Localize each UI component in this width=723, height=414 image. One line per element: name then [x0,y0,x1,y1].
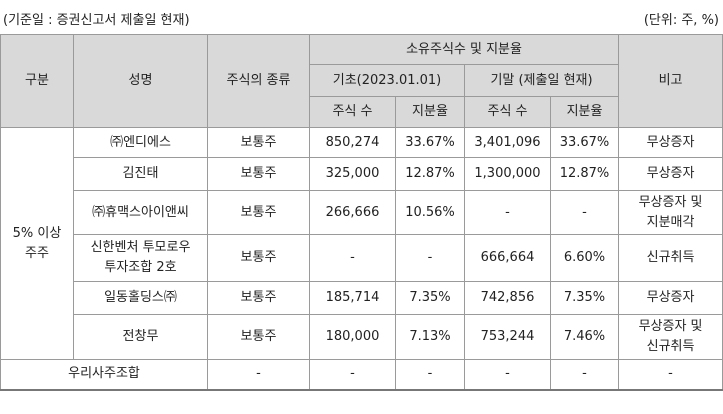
table-row: 우리사주조합 - - - - - - [0,359,723,391]
note-cell: - [618,359,723,391]
header-note: 비고 [618,34,723,128]
unit-label: (단위: 주, %) [643,13,719,28]
end-ratio-cell: - [549,359,620,391]
name-cell: ㈜엔디에스 [73,127,208,158]
end-ratio-cell: 6.60% [549,234,620,282]
stock-type-cell: - [207,359,310,391]
table-row: 전창무 보통주 180,000 7.13% 753,244 7.46% 무상증자 및 신규취득 [1,314,723,360]
stock-type-cell: 보통주 [207,234,310,282]
end-shares-cell: 3,401,096 [464,127,551,158]
begin-shares-cell: 325,000 [309,157,396,191]
begin-shares-cell: 180,000 [309,314,396,360]
begin-ratio-cell: 7.35% [395,281,465,315]
end-ratio-cell: 7.46% [549,314,620,360]
begin-shares-cell: - [309,359,396,391]
end-ratio-cell: 7.35% [549,281,620,315]
name-cell-line: 전창무 [122,329,159,344]
stock-type-cell: 보통주 [207,281,310,315]
note-cell: 무상증자 [618,127,723,158]
note-cell: 무상증자 [618,157,723,191]
name-cell-line: ㈜휴맥스아이앤씨 [92,204,189,220]
begin-shares-cell: 266,666 [309,190,396,235]
header-end-ratio: 지분율 [549,96,620,128]
name-cell: 김진태 [73,157,208,191]
table-row: 김진태 보통주 325,000 12.87% 1,300,000 12.87% 무상증자 [1,157,723,191]
name-cell-line: ㈜엔디에스 [110,134,171,150]
reference-date-label: (기준일 : 증권신고서 제출일 현재) [3,13,190,28]
stock-type-cell: 보통주 [207,314,310,360]
note-cell-line: 지분매각 [646,214,695,230]
begin-shares-cell: 185,714 [309,281,396,315]
name-cell: 일동홀딩스㈜ [73,281,208,315]
name-cell: 우리사주조합 [0,359,208,391]
end-shares-cell: - [464,359,551,391]
end-ratio-cell: - [549,190,620,235]
end-ratio-cell: 33.67% [549,127,620,158]
header-end-period: 기말 (제출일 현재) [463,64,620,97]
header-begin-period: 기초(2023.01.01) [309,64,465,97]
header-stock-type: 주식의 종류 [207,34,310,128]
name-cell-line: 김진태 [122,166,159,181]
header-category: 구분 [0,34,74,128]
stock-type-cell: 보통주 [207,127,310,158]
begin-ratio-cell: 33.67% [395,127,465,158]
note-cell-line: 무상증자 [646,166,695,181]
note-cell-line: 무상증자 및 [638,194,703,210]
end-shares-cell: 753,244 [464,314,551,360]
table-caption: (기준일 : 증권신고서 제출일 현재) (단위: 주, %) [0,0,723,34]
shareholder-table: 구분 성명 주식의 종류 소유주식수 및 지분율 비고 기초(2023.01.0… [0,34,723,391]
category-cell-line: 5% 이상 [12,225,62,241]
note-cell: 무상증자 [618,281,723,315]
name-cell: ㈜휴맥스아이앤씨 [73,190,208,235]
table-body: 5% 이상 주주 ㈜엔디에스 보통주 850,274 33.67% 3,401,096 33.… [0,127,723,391]
note-cell-line: 신규취득 [646,339,695,354]
begin-ratio-cell: 10.56% [395,190,465,235]
begin-shares-cell: - [309,234,396,282]
name-cell-line: 신한벤처 투모로우 [90,240,191,255]
header-name: 성명 [73,34,208,128]
stock-type-cell: 보통주 [207,157,310,191]
name-cell: 전창무 [73,314,208,360]
note-cell-line: 무상증자 [646,134,695,150]
end-shares-cell: 742,856 [464,281,551,315]
begin-shares-cell: 850,274 [309,127,396,158]
name-cell-line: 투자조합 2호 [104,260,177,275]
note-cell-line: 무상증자 [646,290,695,305]
header-shares-group: 소유주식수 및 지분율 [308,34,620,65]
end-shares-cell: - [464,190,551,235]
note-cell-line: 무상증자 및 [638,319,703,334]
table-row: 신한벤처 투모로우 투자조합 2호 보통주 - -666,664 6.60% 신규취득 [1,234,723,282]
note-cell-line: 신규취득 [646,250,695,265]
table-row: 일동홀딩스㈜ 보통주 185,714 7.35% 742,856 7.35% 무상증자 [1,281,723,315]
header-begin-ratio: 지분율 [395,96,465,128]
table-row: 5% 이상 주주 ㈜엔디에스 보통주 850,274 33.67% 3,401,096 33.… [0,127,723,360]
begin-ratio-cell: 12.87% [395,157,465,191]
table-row: ㈜휴맥스아이앤씨 보통주 266,666 10.56% - - 무상증자 및 지분매각 [1,190,723,235]
begin-ratio-cell: - [395,359,465,391]
note-cell: 신규취득 [618,234,723,282]
header-begin-shares: 주식 수 [309,96,396,128]
begin-ratio-cell: 7.13% [395,314,465,360]
header-end-shares: 주식 수 [464,96,551,128]
end-shares-cell: 666,664 [464,234,551,282]
category-cell-line: 주주 [25,245,49,261]
end-ratio-cell: 12.87% [549,157,620,191]
begin-ratio-cell: - [395,234,465,282]
end-shares-cell: 1,300,000 [464,157,551,191]
table-header: 구분 성명 주식의 종류 소유주식수 및 지분율 비고 기초(2023.01.0… [0,34,723,128]
stock-type-cell: 보통주 [207,190,310,235]
name-cell-line: 일동홀딩스㈜ [104,290,177,305]
